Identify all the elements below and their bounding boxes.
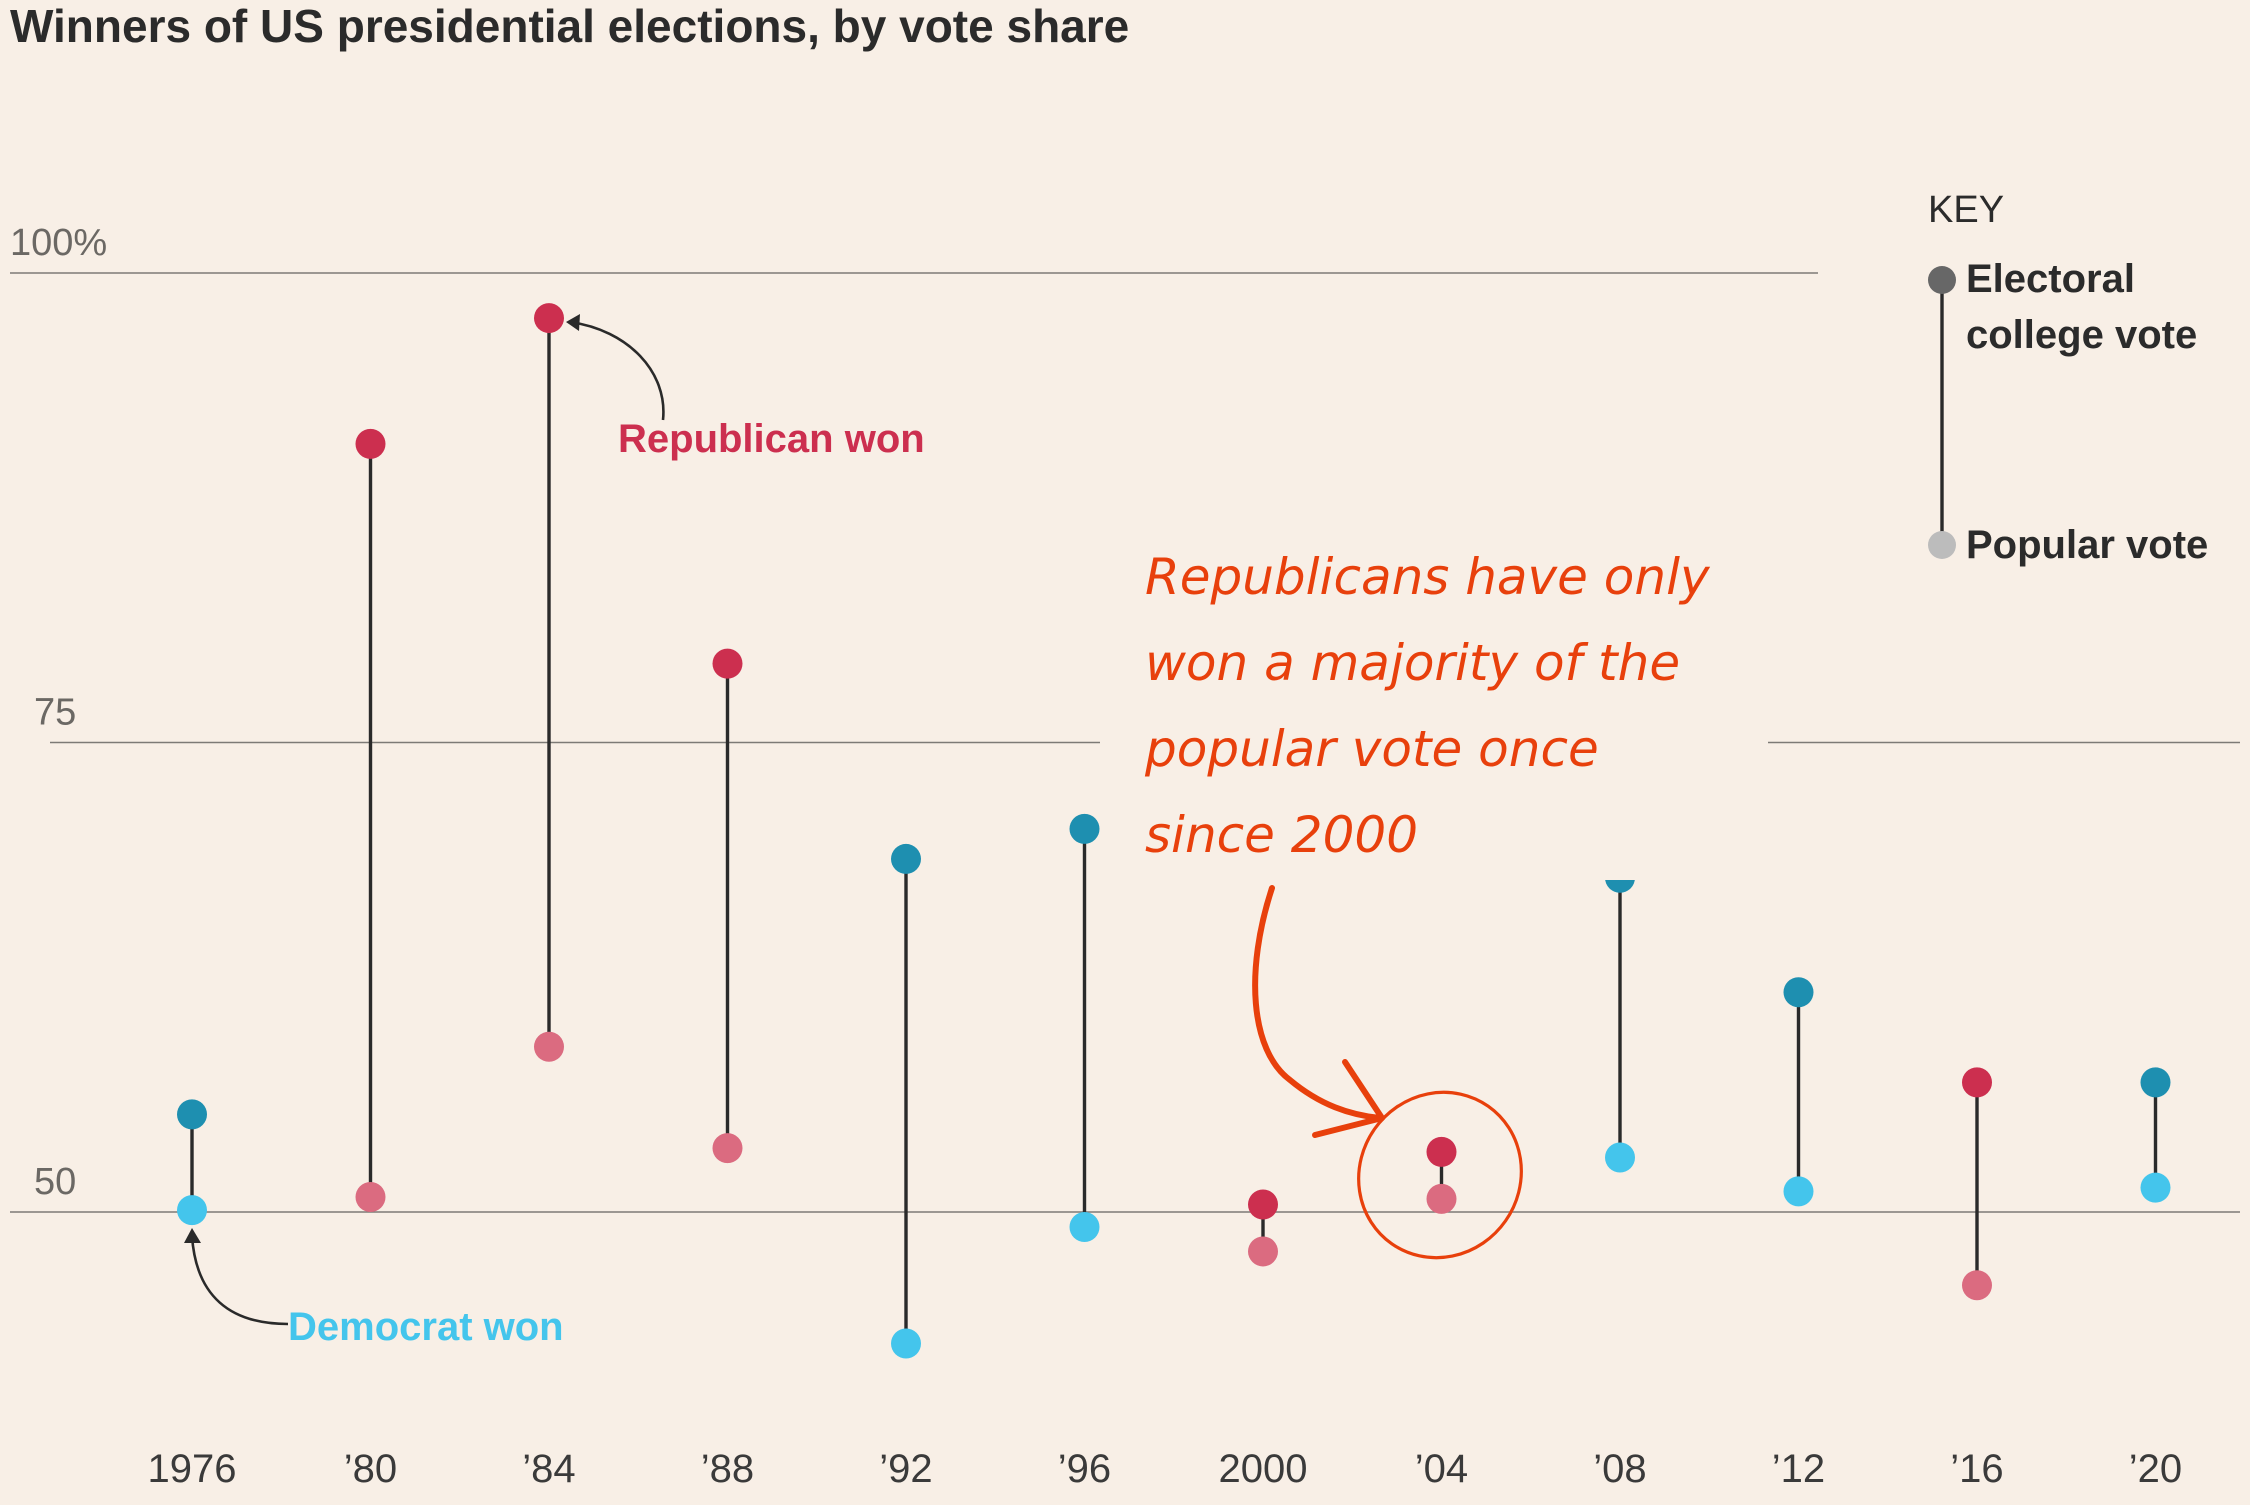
electoral-vote-point-0	[177, 1099, 207, 1130]
popular-vote-point-10	[1962, 1270, 1992, 1301]
annotation-republican-won: Republican won	[566, 314, 925, 461]
x-tick-label-9: ’12	[1772, 1447, 1825, 1491]
x-tick-label-1: ’80	[344, 1447, 397, 1491]
x-tick-label-0: 1976	[148, 1447, 237, 1491]
note-arrowhead	[1312, 1059, 1385, 1138]
popular-vote-point-3	[712, 1133, 743, 1164]
x-tick-label-3: ’88	[701, 1447, 754, 1491]
electoral-vote-point-5	[1069, 813, 1100, 844]
democrat-arrow	[190, 1235, 289, 1326]
y-tick-label-75: 75	[34, 692, 76, 734]
handwritten-annotation: Republicans have only won a majority of …	[1100, 520, 1768, 1260]
note-line-4: since 2000	[1145, 806, 1418, 864]
legend: KEY Electoral college vote Popular vote	[1928, 189, 2208, 567]
republican-arrow	[569, 320, 665, 421]
x-tick-label-2: ’84	[522, 1447, 575, 1491]
x-tick-label-10: ’16	[1950, 1447, 2003, 1491]
popular-vote-point-6	[1248, 1236, 1278, 1267]
legend-electoral-label-line1: Electoral	[1966, 257, 2135, 301]
chart-title: Winners of US presidential elections, by…	[10, 0, 1129, 52]
x-tick-label-4: ’92	[879, 1447, 932, 1491]
electoral-vote-point-7	[1426, 1136, 1457, 1167]
x-tick-label-5: ’96	[1058, 1447, 1111, 1491]
x-tick-label-11: ’20	[2129, 1447, 2182, 1491]
popular-vote-point-11	[2140, 1172, 2171, 1203]
y-tick-label-100: 100%	[10, 222, 107, 264]
x-tick-label-7: ’04	[1415, 1447, 1468, 1491]
popular-vote-point-8	[1605, 1142, 1635, 1173]
x-axis-ticks: 1976 ’80 ’84 ’88 ’92 ’96 2000 ’04 ’08 ’12 ’16 ’20	[148, 1447, 2183, 1491]
democrat-arrowhead	[184, 1228, 201, 1243]
x-tick-label-6: 2000	[1219, 1447, 1308, 1491]
note-circle	[1357, 1090, 1523, 1260]
y-axis-ticks: 100% 75 50	[10, 222, 107, 1203]
annotation-democrat-won: Democrat won	[184, 1228, 564, 1349]
popular-vote-point-4	[891, 1328, 921, 1359]
legend-electoral-dot	[1928, 266, 1956, 294]
popular-vote-point-1	[355, 1181, 386, 1212]
note-line-3: popular vote once	[1144, 720, 1599, 778]
democrat-won-label: Democrat won	[288, 1305, 564, 1349]
electoral-vote-point-1	[355, 428, 386, 459]
popular-vote-point-5	[1069, 1212, 1100, 1243]
note-background	[1100, 520, 1768, 880]
stems	[190, 318, 2158, 1344]
electoral-vote-point-6	[1248, 1189, 1278, 1220]
popular-vote-point-2	[534, 1031, 564, 1062]
republican-arrowhead	[566, 314, 580, 331]
popular-vote-point-0	[177, 1195, 207, 1226]
note-line-2: won a majority of the	[1145, 634, 1680, 692]
legend-heading: KEY	[1928, 189, 2004, 231]
electoral-vote-point-11	[2140, 1067, 2171, 1098]
popular-vote-point-7	[1426, 1183, 1457, 1214]
legend-popular-label: Popular vote	[1966, 523, 2208, 567]
electoral-vote-point-3	[712, 648, 743, 679]
electoral-vote-point-4	[891, 843, 921, 874]
legend-popular-dot	[1928, 531, 1956, 559]
x-tick-label-8: ’08	[1593, 1447, 1646, 1491]
data-points	[177, 303, 2171, 1359]
republican-won-label: Republican won	[618, 417, 925, 461]
popular-vote-point-9	[1783, 1176, 1814, 1207]
note-line-1: Republicans have only	[1145, 548, 1711, 606]
electoral-vote-point-10	[1962, 1067, 1992, 1098]
electoral-vote-point-2	[534, 303, 564, 334]
y-tick-label-50: 50	[34, 1161, 76, 1203]
note-arrow	[1252, 885, 1383, 1121]
electoral-vote-point-9	[1783, 977, 1814, 1008]
legend-electoral-label-line2: college vote	[1966, 313, 2197, 357]
